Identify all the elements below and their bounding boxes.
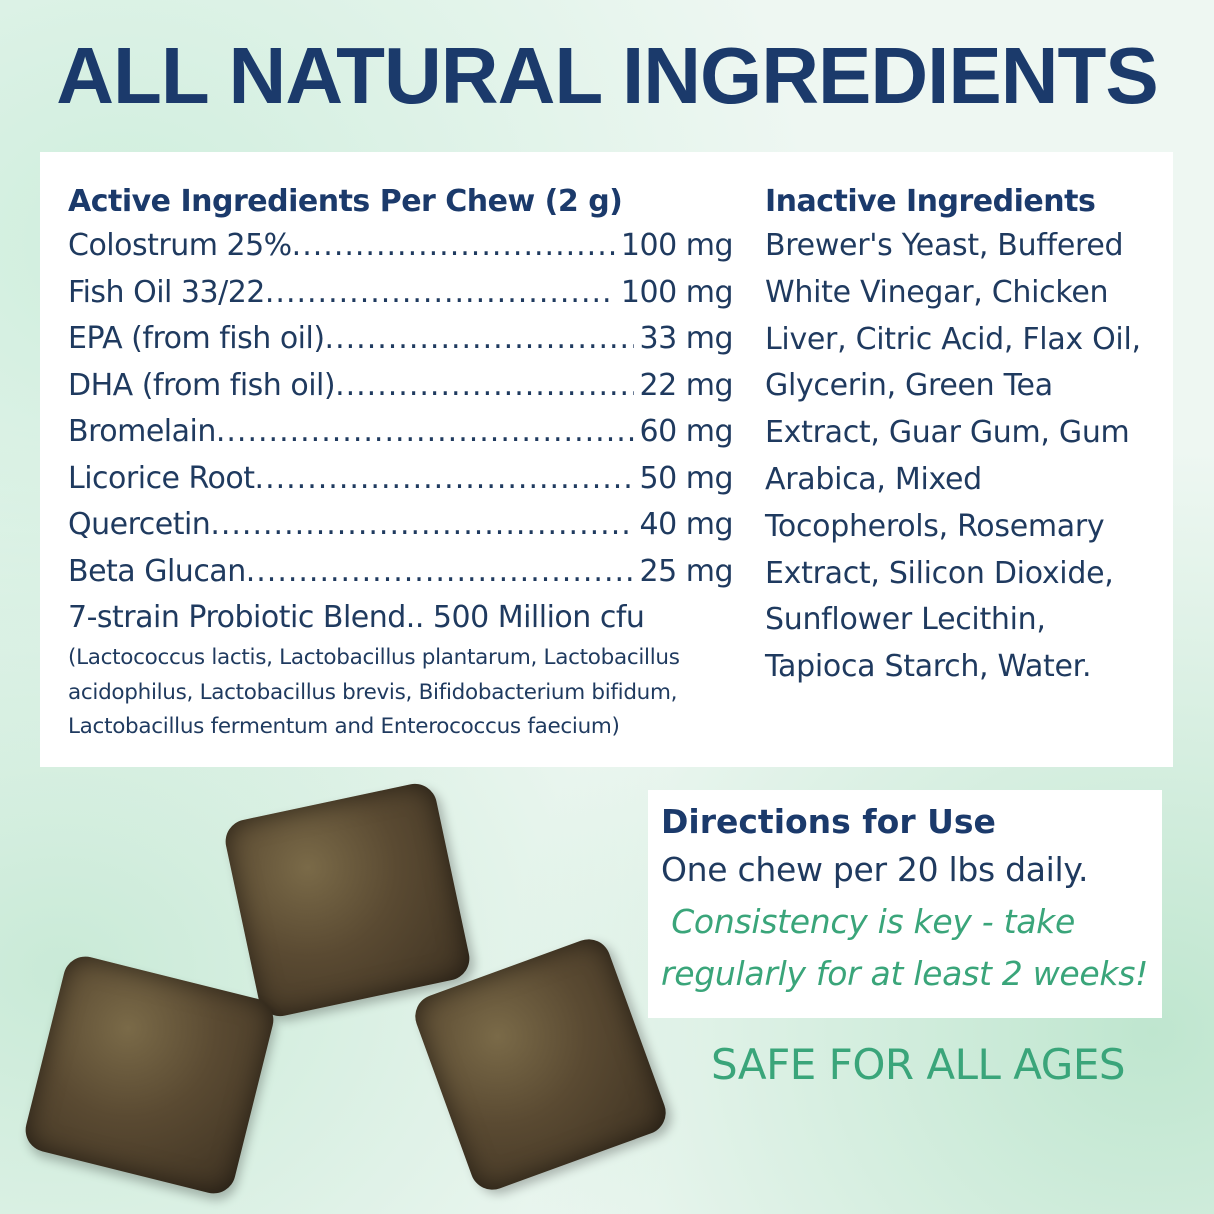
dot-leader xyxy=(292,223,615,270)
directions-note: Consistency is key - take regularly for … xyxy=(661,896,1162,1000)
ingredient-name: Quercetin xyxy=(68,507,211,542)
ingredient-amount: 50 mg xyxy=(639,460,734,496)
inactive-line: Extract, Guar Gum, Gum xyxy=(765,415,1130,451)
ingredient-row: Colostrum 25% 100 mg xyxy=(68,223,734,270)
ingredient-row: Fish Oil 33/22 100 mg xyxy=(68,270,734,317)
directions-text: One chew per 20 lbs daily. xyxy=(661,850,1089,889)
inactive-ingredients: Inactive Ingredients Brewer's Yeast, Buf… xyxy=(765,184,1165,691)
active-ingredients: Active Ingredients Per Chew (2 g) Colost… xyxy=(68,184,734,745)
ingredient-amount: 33 mg xyxy=(639,321,734,356)
inactive-heading: Inactive Ingredients xyxy=(765,184,1096,219)
ingredient-name: DHA (from fish oil) xyxy=(68,367,336,403)
note-line: Consistency is key - take xyxy=(661,902,1075,941)
ingredient-name: EPA (from fish oil) xyxy=(68,321,325,356)
strain-line: Lactobacillus fermentum and Enterococcus… xyxy=(68,714,620,739)
ingredient-name: Beta Glucan xyxy=(68,553,246,589)
ingredient-name: Bromelain xyxy=(68,414,216,449)
inactive-line: Brewer's Yeast, Buffered xyxy=(765,228,1124,263)
probiotic-blend: 7-strain Probiotic Blend.. 500 Million c… xyxy=(68,600,645,635)
dot-leader xyxy=(265,270,615,317)
ingredient-row: Quercetin 40 mg xyxy=(68,502,734,549)
chew-image xyxy=(221,779,474,1021)
ingredient-name: Fish Oil 33/22 xyxy=(68,274,265,310)
directions-heading: Directions for Use xyxy=(661,802,996,841)
ingredients-panel: Active Ingredients Per Chew (2 g) Colost… xyxy=(40,152,1173,767)
dot-leader xyxy=(255,456,634,503)
inactive-line: Arabica, Mixed xyxy=(765,461,982,497)
strain-line: acidophilus, Lactobacillus brevis, Bifid… xyxy=(68,679,678,705)
inactive-line: Tapioca Starch, Water. xyxy=(765,649,1092,685)
strain-line: (Lactococcus lactis, Lactobacillus plant… xyxy=(68,645,680,670)
directions-box: Directions for Use One chew per 20 lbs d… xyxy=(648,790,1162,1018)
ingredient-name: Licorice Root xyxy=(68,460,255,496)
ingredient-amount: 60 mg xyxy=(639,414,734,449)
ingredient-amount: 100 mg xyxy=(620,228,734,263)
inactive-line: Sunflower Lecithin, xyxy=(765,602,1046,638)
ingredient-row: Licorice Root 50 mg xyxy=(68,456,734,503)
dot-leader xyxy=(335,363,633,410)
inactive-line: Glycerin, Green Tea xyxy=(765,368,1053,404)
note-line: regularly for at least 2 weeks! xyxy=(661,954,1149,993)
dot-leader xyxy=(246,549,634,596)
ingredient-amount: 40 mg xyxy=(639,507,734,542)
chew-image xyxy=(21,951,278,1199)
inactive-line: White Vinegar, Chicken xyxy=(765,274,1109,310)
dot-leader xyxy=(216,409,634,456)
dot-leader xyxy=(210,502,633,549)
ingredient-name: Colostrum 25% xyxy=(68,228,292,263)
safe-for-all-ages: SAFE FOR ALL AGES xyxy=(710,1040,1126,1089)
ingredient-row: DHA (from fish oil) 22 mg xyxy=(68,363,734,410)
inactive-line: Liver, Citric Acid, Flax Oil, xyxy=(765,321,1141,357)
ingredient-amount: 100 mg xyxy=(620,274,734,310)
ingredient-amount: 22 mg xyxy=(639,367,734,403)
inactive-line: Extract, Silicon Dioxide, xyxy=(765,555,1114,591)
inactive-line: Tocopherols, Rosemary xyxy=(765,508,1105,544)
active-heading: Active Ingredients Per Chew (2 g) xyxy=(68,184,623,219)
page-title: ALL NATURAL INGREDIENTS xyxy=(56,31,1158,120)
ingredient-row: EPA (from fish oil) 33 mg xyxy=(68,316,734,363)
ingredient-row: Bromelain 60 mg xyxy=(68,409,734,456)
ingredient-amount: 25 mg xyxy=(639,553,734,589)
ingredient-row: Beta Glucan 25 mg xyxy=(68,549,734,596)
dot-leader xyxy=(325,316,634,363)
